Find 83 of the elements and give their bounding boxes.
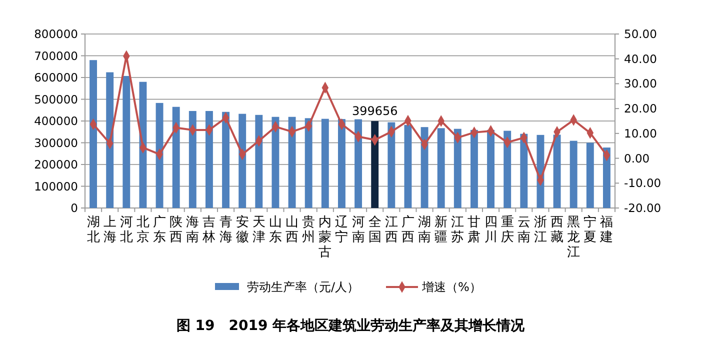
bar bbox=[122, 76, 130, 208]
y2-tick-label: 40.00 bbox=[624, 52, 657, 66]
bar bbox=[586, 142, 594, 208]
bar bbox=[338, 119, 346, 208]
bar bbox=[321, 118, 329, 208]
legend-label: 增速（%） bbox=[421, 280, 482, 294]
x-tick-label: 青海 bbox=[219, 215, 232, 245]
y2-tick-label: 20.00 bbox=[624, 102, 657, 116]
x-tick-label: 四川 bbox=[484, 215, 498, 245]
x-tick-label: 天津 bbox=[252, 215, 266, 245]
bar bbox=[238, 114, 246, 208]
x-tick-label: 北京 bbox=[136, 215, 150, 245]
bar bbox=[437, 128, 445, 208]
x-tick-label: 湖南 bbox=[418, 215, 432, 245]
bar bbox=[420, 127, 428, 208]
x-tick-label: 福建 bbox=[599, 215, 614, 245]
y-tick-label: 500000 bbox=[34, 92, 78, 106]
x-tick-label: 安徽 bbox=[236, 214, 249, 245]
x-tick-label: 广东 bbox=[153, 215, 166, 245]
bar bbox=[90, 60, 98, 208]
x-tick-label: 内蒙古 bbox=[318, 215, 332, 260]
y-tick-label: 100000 bbox=[34, 179, 78, 194]
bar bbox=[504, 130, 512, 208]
x-tick-label: 云南 bbox=[517, 215, 530, 245]
bar bbox=[156, 102, 164, 208]
y-tick-label: 400000 bbox=[34, 114, 78, 128]
x-tick-label: 江苏 bbox=[451, 215, 464, 245]
x-tick-label: 黑龙江 bbox=[567, 215, 580, 260]
y-tick-label: 200000 bbox=[34, 158, 78, 172]
x-tick-label: 重庆 bbox=[500, 215, 514, 245]
legend-label: 劳动生产率（元/人） bbox=[247, 280, 360, 294]
bar bbox=[172, 106, 180, 208]
bar bbox=[188, 110, 196, 208]
bar bbox=[520, 134, 528, 208]
x-tick-label: 山西 bbox=[286, 215, 299, 245]
bar bbox=[553, 134, 561, 208]
bar bbox=[304, 118, 312, 208]
y-tick-label: 0 bbox=[70, 201, 78, 216]
x-tick-label: 江西 bbox=[384, 215, 398, 245]
y-tick-label: 700000 bbox=[34, 48, 78, 63]
x-tick-label: 浙江 bbox=[534, 215, 547, 245]
x-tick-label: 海南 bbox=[186, 215, 200, 245]
bar bbox=[139, 82, 147, 208]
x-tick-label: 宁夏 bbox=[584, 214, 597, 245]
y-tick-label: 300000 bbox=[34, 136, 78, 150]
bar bbox=[272, 116, 280, 208]
bar bbox=[255, 114, 263, 208]
x-tick-label: 山东 bbox=[268, 215, 282, 245]
bar bbox=[404, 124, 412, 208]
x-tick-label: 甘肃 bbox=[468, 215, 481, 245]
x-tick-label: 贵州 bbox=[302, 215, 316, 245]
x-tick-label: 辽宁 bbox=[335, 215, 348, 245]
text: 图 19 2019 年各地区建筑业劳动生产率及其增长情况 bbox=[176, 317, 526, 334]
bar bbox=[454, 128, 462, 208]
x-tick-label: 上海 bbox=[103, 215, 116, 245]
bar bbox=[371, 121, 379, 208]
x-tick-label: 广西 bbox=[401, 215, 414, 245]
x-tick-label: 河北 bbox=[120, 215, 133, 245]
bar bbox=[470, 130, 478, 208]
bar bbox=[388, 122, 396, 208]
y2-tick-label: -20.00 bbox=[624, 201, 662, 216]
y2-tick-label: 0.00 bbox=[624, 151, 650, 166]
y2-tick-label: 30.00 bbox=[624, 76, 657, 91]
bar bbox=[354, 119, 362, 208]
bar bbox=[288, 116, 296, 208]
x-tick-label: 陕西 bbox=[170, 215, 183, 245]
bar bbox=[106, 72, 114, 208]
y2-tick-label: 50.00 bbox=[624, 27, 657, 42]
x-tick-label: 吉林 bbox=[202, 215, 216, 245]
bar bbox=[222, 112, 230, 208]
bar bbox=[487, 130, 495, 208]
data-label: 399656 bbox=[352, 104, 398, 118]
x-tick-label: 全国 bbox=[368, 215, 382, 245]
y-tick-label: 600000 bbox=[34, 70, 78, 85]
bar bbox=[570, 140, 578, 208]
bar bbox=[205, 110, 213, 208]
x-tick-label: 河南 bbox=[352, 215, 365, 245]
x-tick-label: 新疆 bbox=[434, 215, 448, 245]
y2-tick-label: 10.00 bbox=[624, 126, 657, 140]
x-tick-label: 湖北 bbox=[86, 215, 100, 245]
x-tick-label: 西藏 bbox=[550, 215, 564, 245]
y-tick-label: 800000 bbox=[34, 27, 78, 42]
y2-tick-label: -10.00 bbox=[624, 176, 662, 190]
